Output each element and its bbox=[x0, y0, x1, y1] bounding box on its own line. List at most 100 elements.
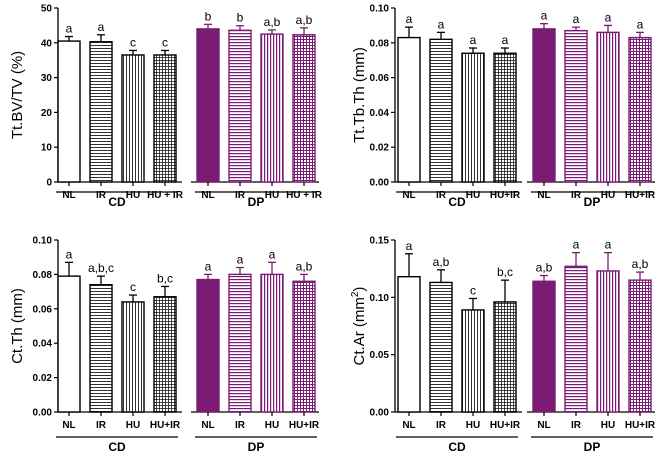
y-tick-label: 0.04 bbox=[370, 108, 390, 119]
bar bbox=[564, 265, 588, 413]
chart-panel-1: 0 10 20 30 40 50 a NL a IR c HU c HU + IR b NL b IR a,b HU a… bbox=[9, 4, 323, 210]
bar bbox=[564, 29, 588, 183]
bar bbox=[260, 273, 284, 413]
y-tick-label: 0.06 bbox=[33, 304, 53, 315]
y-tick-label: 0.00 bbox=[370, 178, 390, 189]
bar bbox=[596, 270, 620, 413]
significance-letter: a bbox=[66, 22, 73, 36]
y-axis-title-main: Ct.Th (mm) bbox=[9, 288, 26, 364]
y-tick-label: 30 bbox=[41, 73, 53, 84]
bar bbox=[292, 34, 316, 183]
significance-letter: a bbox=[438, 17, 445, 31]
chart-panel-2: 0.00 0.02 0.04 0.06 0.08 0.10 a NL a IR a HU a HU+IR a… bbox=[351, 4, 656, 210]
x-tick-label: HU+IR bbox=[625, 420, 656, 431]
y-axis-title-main: Ct.Ar (mm bbox=[351, 297, 368, 365]
y-tick-label: 0.00 bbox=[370, 408, 390, 419]
x-tick-label: IR bbox=[235, 190, 246, 201]
x-tick-label: HU bbox=[601, 420, 615, 431]
x-tick-label: HU bbox=[126, 190, 140, 201]
x-tick-label: IR bbox=[571, 420, 582, 431]
x-tick-label: HU bbox=[265, 190, 279, 201]
bar bbox=[397, 275, 421, 413]
x-tick-label: IR bbox=[96, 190, 107, 201]
bar bbox=[196, 28, 220, 183]
bar bbox=[532, 280, 556, 413]
y-axis-title: Ct.Th (mm) bbox=[9, 288, 26, 364]
x-tick-label: NL bbox=[201, 190, 214, 201]
significance-letter: a,b bbox=[296, 13, 313, 27]
bar bbox=[57, 275, 81, 413]
significance-letter: a bbox=[406, 239, 413, 253]
bar bbox=[429, 281, 453, 413]
y-tick-label: 0.08 bbox=[370, 38, 390, 49]
bar bbox=[461, 309, 485, 413]
x-tick-label: HU+IR bbox=[490, 420, 521, 431]
x-tick-label: NL bbox=[402, 420, 415, 431]
bar bbox=[292, 280, 316, 413]
bar bbox=[121, 301, 145, 413]
x-tick-label: HU+IR bbox=[150, 420, 181, 431]
y-tick-label: 40 bbox=[41, 38, 53, 49]
y-axis-title-main: Tt.BV/TV (%) bbox=[9, 51, 26, 139]
significance-letter: b bbox=[205, 9, 212, 23]
significance-letter: a bbox=[605, 10, 612, 24]
group-label-cd: CD bbox=[108, 440, 126, 454]
significance-letter: a,b bbox=[433, 255, 450, 269]
y-axis-title-main: Tt.Tb.Th (mm) bbox=[351, 47, 368, 143]
group-label-dp: DP bbox=[584, 440, 601, 454]
y-tick-label: 50 bbox=[41, 4, 53, 15]
bar bbox=[628, 36, 652, 183]
chart-panel-3: 0.00 0.02 0.04 0.06 0.08 0.10 a NL a,b,c IR c HU b,c… bbox=[9, 236, 320, 455]
significance-letter: a,b bbox=[632, 257, 649, 271]
chart-panel-4: 0.00 0.05 0.10 0.15 a NL a,b IR c HU b,c HU+IR a,b NL… bbox=[350, 236, 656, 455]
x-tick-label: NL bbox=[537, 190, 550, 201]
y-axis-title: Tt.Tb.Th (mm) bbox=[351, 47, 368, 143]
y-tick-label: 10 bbox=[41, 143, 53, 154]
significance-letter: b,c bbox=[497, 265, 513, 279]
y-tick-label: 0.10 bbox=[33, 236, 53, 247]
significance-letter: c bbox=[470, 283, 476, 297]
group-label-dp: DP bbox=[584, 195, 601, 209]
y-axis-title: Ct.Ar (mm2) bbox=[350, 287, 368, 366]
significance-letter: a,b,c bbox=[88, 261, 114, 275]
significance-letter: a bbox=[605, 238, 612, 252]
y-axis-title-superscript: 2 bbox=[350, 291, 361, 297]
significance-letter: a bbox=[541, 9, 548, 23]
significance-letter: a,b bbox=[536, 261, 553, 275]
bar bbox=[196, 278, 220, 413]
x-tick-label: HU bbox=[466, 190, 480, 201]
x-tick-label: NL bbox=[537, 420, 550, 431]
bar bbox=[397, 36, 421, 183]
bar bbox=[461, 52, 485, 183]
significance-letter: a bbox=[98, 20, 105, 34]
x-tick-label: IR bbox=[571, 190, 582, 201]
significance-letter: b,c bbox=[157, 271, 173, 285]
significance-letter: a bbox=[573, 238, 580, 252]
group-label-cd: CD bbox=[448, 195, 466, 209]
significance-letter: a,b bbox=[264, 15, 281, 29]
y-axis-title: Tt.BV/TV (%) bbox=[9, 51, 26, 139]
bar bbox=[89, 284, 113, 413]
x-tick-label: HU bbox=[466, 420, 480, 431]
significance-letter: a bbox=[205, 259, 212, 273]
x-tick-label: HU bbox=[126, 420, 140, 431]
significance-letter: a bbox=[502, 33, 509, 47]
y-tick-label: 0.02 bbox=[370, 143, 390, 154]
significance-letter: a bbox=[637, 17, 644, 31]
significance-letter: a bbox=[269, 247, 276, 261]
x-tick-label: NL bbox=[62, 420, 75, 431]
x-tick-label: HU bbox=[265, 420, 279, 431]
bar bbox=[493, 301, 517, 413]
x-tick-label: IR bbox=[235, 420, 246, 431]
y-tick-label: 0.06 bbox=[370, 73, 390, 84]
x-tick-label: HU bbox=[601, 190, 615, 201]
y-axis-title-suffix: ) bbox=[351, 287, 368, 292]
significance-letter: a bbox=[237, 253, 244, 267]
y-tick-label: 0.15 bbox=[370, 236, 390, 247]
x-tick-label: HU+IR bbox=[289, 420, 320, 431]
group-label-dp: DP bbox=[248, 195, 265, 209]
bar bbox=[121, 54, 145, 183]
x-tick-label: HU+IR bbox=[625, 190, 656, 201]
significance-letter: c bbox=[130, 35, 136, 49]
